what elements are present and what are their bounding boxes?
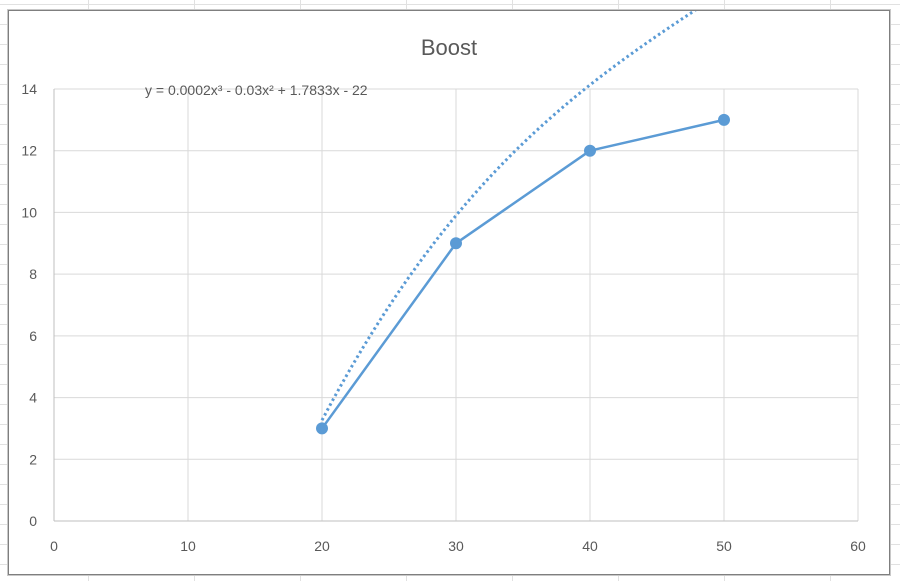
y-tick-label: 6 [29, 328, 37, 344]
trendline [320, 11, 697, 421]
data-point [584, 144, 596, 157]
data-point [450, 237, 462, 250]
series-line [320, 118, 725, 430]
gridlines [54, 88, 859, 521]
x-tick-label: 30 [448, 538, 464, 554]
x-tick-label: 60 [850, 538, 866, 554]
x-tick-label: 0 [50, 538, 58, 554]
x-tick-label: 10 [180, 538, 196, 554]
data-point [316, 422, 328, 435]
y-tick-label: 4 [29, 390, 37, 406]
y-tick-label: 8 [29, 266, 37, 282]
y-tick-label: 2 [29, 451, 37, 467]
x-axis-tick-labels: 0 10 20 30 40 50 60 [50, 538, 866, 554]
chart-area[interactable]: Boost 0 10 20 30 40 50 60 0 2 4 6 8 10 12 14 y = 0.00… [8, 10, 890, 575]
x-tick-label: 50 [716, 538, 732, 554]
chart-canvas: Boost 0 10 20 30 40 50 60 0 2 4 6 8 10 12 14 y = 0.00… [9, 11, 889, 574]
x-tick-label: 20 [314, 538, 330, 554]
y-tick-label: 10 [21, 204, 37, 220]
y-tick-label: 0 [29, 513, 37, 529]
y-tick-label: 14 [21, 81, 37, 97]
chart-title[interactable]: Boost [421, 35, 477, 60]
data-point [718, 113, 730, 126]
trendline-group [320, 11, 697, 421]
y-axis-tick-labels: 0 2 4 6 8 10 12 14 [21, 81, 37, 529]
axes [53, 89, 858, 522]
series-group [316, 113, 730, 435]
x-tick-label: 40 [582, 538, 598, 554]
chart-background [9, 11, 889, 574]
y-tick-label: 12 [21, 143, 37, 159]
trendline-equation[interactable]: y = 0.0002x³ - 0.03x² + 1.7833x - 22 [145, 82, 368, 98]
